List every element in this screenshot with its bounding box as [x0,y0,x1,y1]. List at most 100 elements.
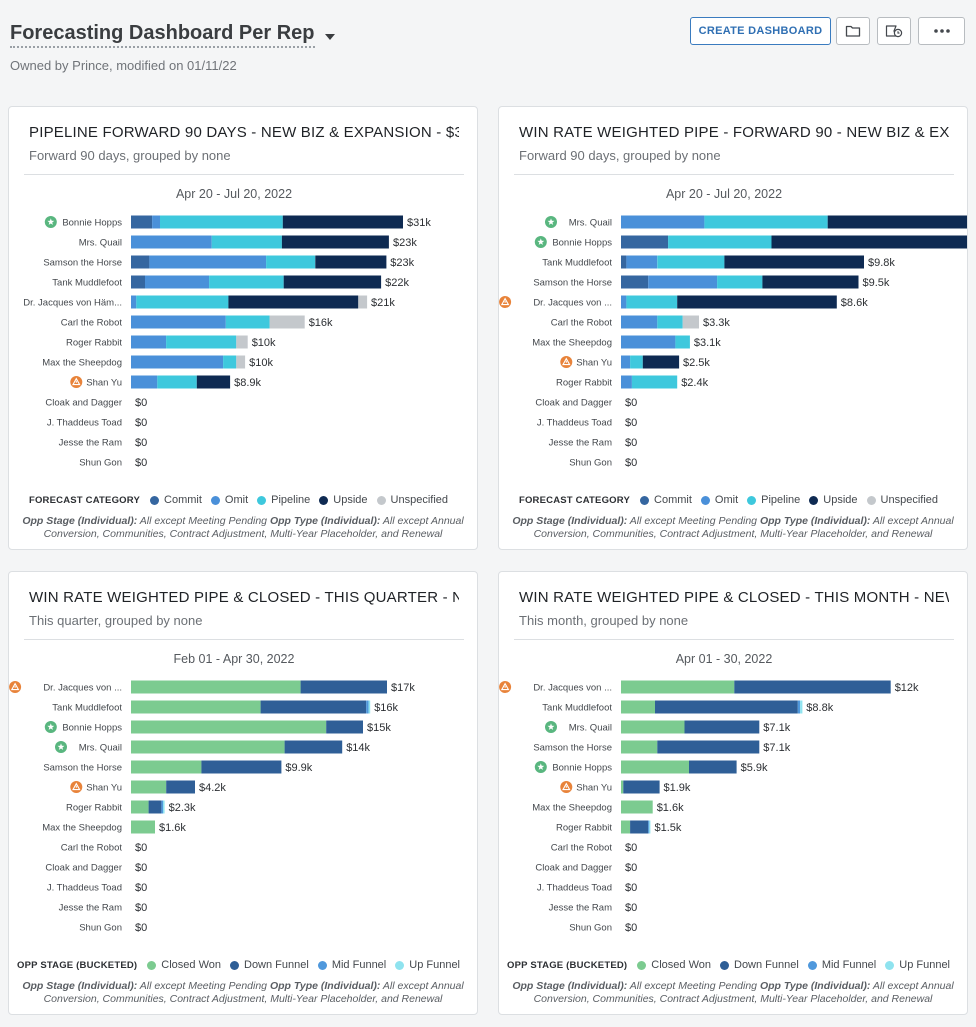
legend-item[interactable]: Pipeline [747,494,800,506]
bar-segment-up-funnel[interactable] [368,700,371,714]
rep-name-label[interactable]: Samson the Horse [43,763,122,774]
rep-name-label[interactable]: Dr. Jacques von ... [533,683,612,694]
legend-item[interactable]: Closed Won [147,959,221,971]
bar-segment-down-funnel[interactable] [201,760,282,774]
rep-name-label[interactable]: Samson the Horse [43,258,122,269]
legend-item[interactable]: Upside [809,494,858,506]
rep-name-label[interactable]: Roger Rabbit [556,823,612,834]
bar-segment-down-funnel[interactable] [148,800,162,814]
bar-segment-closed-won[interactable] [131,820,155,834]
rep-name-label[interactable]: Shan Yu [86,378,122,389]
legend-item[interactable]: Unspecified [866,494,938,506]
legend-item[interactable]: Up Funnel [885,959,950,971]
rep-name-label[interactable]: Bonnie Hopps [552,763,612,774]
legend-item[interactable]: Upside [319,494,368,506]
bar-segment-upside[interactable] [282,215,403,229]
rep-name-label[interactable]: Shan Yu [576,358,612,369]
bar-segment-pipeline[interactable] [157,375,197,389]
legend-item[interactable]: Commit [150,494,202,506]
bar-segment-closed-won[interactable] [621,760,689,774]
legend-item[interactable]: Omit [210,494,248,506]
legend-item[interactable]: Up Funnel [395,959,460,971]
rep-name-label[interactable]: Carl the Robot [61,318,123,329]
legend-item[interactable]: Unspecified [376,494,448,506]
rep-name-label[interactable]: J. Thaddeus Toad [537,418,612,429]
bar-segment-pipeline[interactable] [266,255,316,269]
legend-item[interactable]: Pipeline [257,494,310,506]
bar-segment-pipeline[interactable] [630,355,643,369]
rep-name-label[interactable]: Tank Muddlefoot [52,278,122,289]
rep-name-label[interactable]: Dr. Jacques von ... [533,298,612,309]
bar-segment-pipeline[interactable] [209,275,284,289]
bar-segment-upside[interactable] [771,235,968,249]
rep-name-label[interactable]: Shun Gon [569,458,612,469]
bar-segment-down-funnel[interactable] [623,780,660,794]
bar-segment-mid-funnel[interactable] [161,800,163,814]
bar-segment-closed-won[interactable] [621,680,735,694]
bar-segment-commit[interactable] [131,275,145,289]
legend-item[interactable]: Down Funnel [230,959,309,971]
legend-item[interactable]: Mid Funnel [317,959,386,971]
bar-segment-upside[interactable] [827,215,967,229]
bar-segment-down-funnel[interactable] [260,700,367,714]
rep-name-label[interactable]: J. Thaddeus Toad [47,883,122,894]
bar-segment-pipeline[interactable] [668,235,772,249]
bar-segment-upside[interactable] [283,275,382,289]
bar-segment-upside[interactable] [762,275,859,289]
bar-segment-upside[interactable] [724,255,864,269]
bar-segment-down-funnel[interactable] [284,740,343,754]
bar-segment-omit[interactable] [621,315,658,329]
bar-segment-upside[interactable] [281,235,389,249]
legend-item[interactable]: Closed Won [637,959,711,971]
bar-segment-pipeline[interactable] [717,275,763,289]
rep-name-label[interactable]: Carl the Robot [551,318,613,329]
bar-segment-omit[interactable] [145,275,210,289]
bar-segment-closed-won[interactable] [131,700,261,714]
bar-segment-upside[interactable] [315,255,387,269]
bar-segment-unspecified[interactable] [358,295,368,309]
bar-segment-unspecified[interactable] [682,315,699,329]
bar-segment-mid-funnel[interactable] [797,700,801,714]
bar-segment-down-funnel[interactable] [300,680,387,694]
bar-segment-closed-won[interactable] [621,720,685,734]
bar-segment-down-funnel[interactable] [166,780,195,794]
bar-segment-up-funnel[interactable] [163,800,165,814]
bar-segment-omit[interactable] [131,355,224,369]
create-dashboard-button[interactable]: CREATE DASHBOARD [690,17,831,45]
bar-segment-omit[interactable] [648,275,718,289]
rep-name-label[interactable]: Jesse the Ram [549,903,612,914]
rep-name-label[interactable]: Cloak and Dagger [45,398,122,409]
bar-segment-closed-won[interactable] [621,820,631,834]
bar-segment-commit[interactable] [621,275,649,289]
bar-segment-commit[interactable] [621,235,669,249]
bar-segment-omit[interactable] [131,295,137,309]
schedule-button[interactable] [877,17,911,45]
rep-name-label[interactable]: Max the Sheepdog [42,823,122,834]
rep-name-label[interactable]: Tank Muddlefoot [542,258,612,269]
bar-segment-closed-won[interactable] [131,720,327,734]
rep-name-label[interactable]: Dr. Jacques von ... [43,683,122,694]
bar-segment-down-funnel[interactable] [326,720,363,734]
bar-segment-upside[interactable] [228,295,359,309]
page-title[interactable]: Forecasting Dashboard Per Rep [10,22,315,48]
bar-segment-omit[interactable] [621,335,676,349]
rep-name-label[interactable]: Mrs. Quail [569,723,612,734]
rep-name-label[interactable]: Shun Gon [79,458,122,469]
bar-segment-mid-funnel[interactable] [366,700,369,714]
bar-segment-closed-won[interactable] [131,740,285,754]
bar-segment-pipeline[interactable] [160,215,283,229]
rep-name-label[interactable]: Samson the Horse [533,278,612,289]
bar-segment-closed-won[interactable] [621,780,624,794]
rep-name-label[interactable]: Bonnie Hopps [62,723,122,734]
bar-segment-closed-won[interactable] [621,740,658,754]
bar-segment-commit[interactable] [131,255,150,269]
rep-name-label[interactable]: Mrs. Quail [79,238,122,249]
bar-segment-unspecified[interactable] [236,355,246,369]
bar-segment-upside[interactable] [642,355,680,369]
chevron-down-icon[interactable] [324,33,335,40]
bar-segment-down-funnel[interactable] [684,720,760,734]
bar-segment-omit[interactable] [131,375,158,389]
bar-segment-up-funnel[interactable] [800,700,803,714]
bar-segment-omit[interactable] [131,335,167,349]
card-title[interactable]: WIN RATE WEIGHTED PIPE - FORWARD 90 - NE… [519,124,949,141]
